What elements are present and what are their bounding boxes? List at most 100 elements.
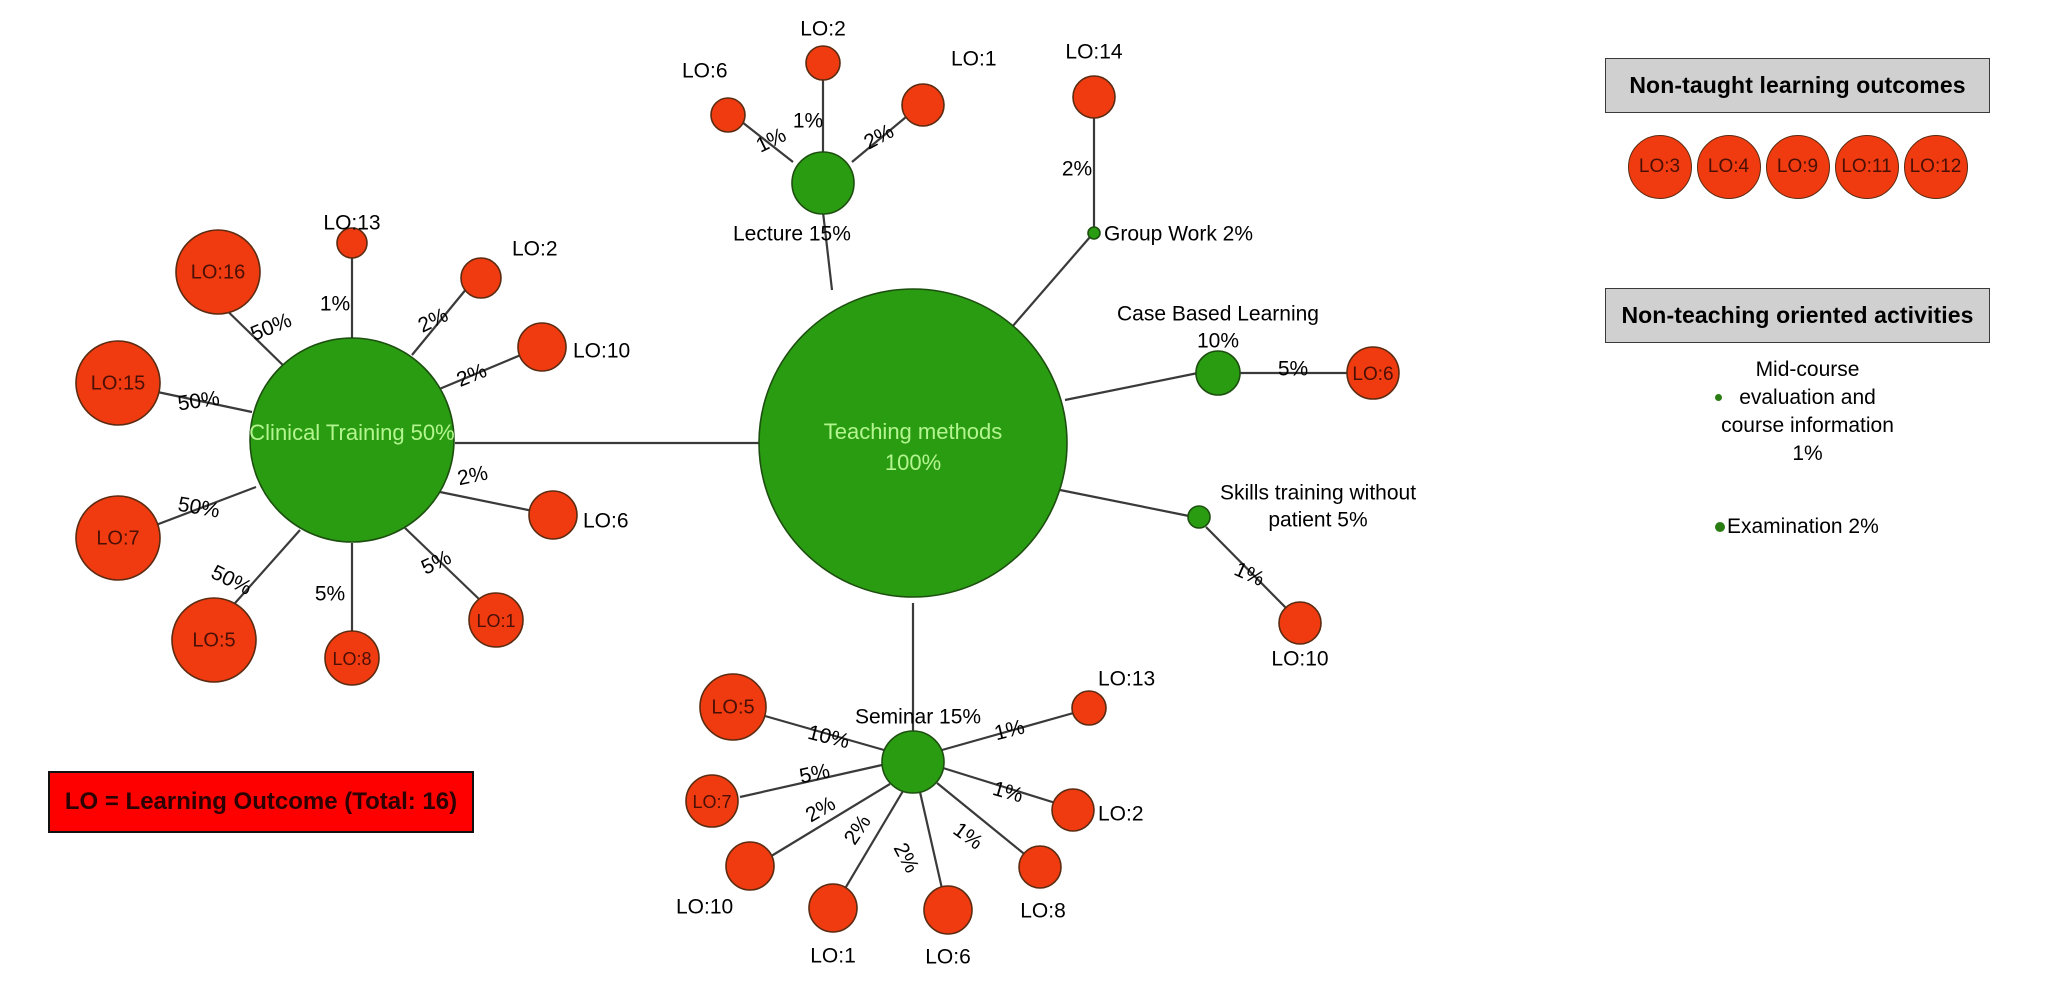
edge-seminar-lo1 (842, 790, 904, 893)
node-lo14-groupwork[interactable] (1072, 75, 1116, 119)
node-lo16-clinical[interactable] (175, 229, 261, 315)
edge-seminar-lo7 (739, 763, 883, 799)
node-lo7-clinical[interactable] (75, 495, 161, 581)
pct-clinical-lo13: 1% (320, 293, 350, 316)
label-seminar: Seminar 15% (855, 706, 981, 729)
node-lo15-clinical[interactable] (75, 340, 161, 426)
learning-outcome-key-label: LO = Learning Outcome (Total: 16) (64, 788, 458, 815)
lo-chip-3[interactable]: LO:3 (1627, 135, 1692, 199)
node-lo1-seminar[interactable] (808, 883, 858, 933)
label-lo2-clinical-outer: LO:2 (512, 238, 558, 261)
edge-clinical-lo7 (147, 485, 257, 530)
label-teaching-methods-line2: 100% (885, 450, 941, 475)
node-lo10-seminar[interactable] (725, 841, 775, 891)
edge-teaching-cbl (1064, 371, 1199, 402)
edge-group-seminar (739, 710, 1078, 894)
node-clinical-training[interactable] (249, 337, 455, 543)
pct-seminar-lo10: 2% (802, 792, 840, 827)
node-lo10-clinical[interactable] (517, 322, 567, 372)
edge-seminar-lo10 (767, 783, 891, 859)
node-lo5-seminar[interactable] (699, 673, 767, 741)
node-lo8-clinical[interactable] (324, 630, 380, 686)
edge-seminar-lo2 (942, 766, 1063, 807)
node-lo8-seminar[interactable] (1018, 845, 1062, 889)
node-lo6-seminar[interactable] (923, 885, 973, 935)
edge-teaching-lecture (821, 211, 834, 291)
label-lo6-lecture-outer: LO:6 (682, 60, 728, 83)
edge-group-others (1092, 110, 1347, 613)
activity-mid-course[interactable]: Mid-course evaluation and course informa… (1605, 356, 1990, 468)
label-lo6-seminar-outer: LO:6 (925, 946, 971, 969)
node-case-based-learning[interactable] (1195, 350, 1241, 396)
label-lo2-seminar-outer: LO:2 (1098, 803, 1144, 826)
pct-skills-lo10: 1% (1231, 558, 1268, 591)
node-lo2-clinical[interactable] (460, 257, 502, 299)
node-lo6-clinical[interactable] (528, 490, 578, 540)
node-lo13-clinical[interactable] (336, 227, 368, 259)
label-lo1-clinical: LO:1 (476, 611, 515, 631)
node-lo1-lecture[interactable] (901, 83, 945, 127)
lo-chip-12[interactable]: LO:12 (1903, 135, 1968, 199)
node-lo6-cbl[interactable] (1346, 346, 1400, 400)
legend-non-taught-panel: Non-taught learning outcomes LO:3 LO:4 L… (1605, 58, 1990, 199)
label-lo1-seminar-outer: LO:1 (810, 945, 856, 968)
label-skills-training-line2: patient 5% (1268, 509, 1367, 532)
node-lo7-seminar[interactable] (685, 774, 739, 828)
lo-chip-4[interactable]: LO:4 (1696, 135, 1761, 199)
node-lo6-lecture[interactable] (710, 97, 746, 133)
node-lo1-clinical[interactable] (468, 592, 524, 648)
label-lo13-seminar-outer: LO:13 (1098, 668, 1155, 691)
edge-lecture-lo6 (741, 121, 794, 163)
mid-course-text: Mid-course evaluation and course informa… (1605, 356, 1990, 468)
pct-seminar-lo7: 5% (797, 760, 831, 789)
mid-course-line2: evaluation and (1739, 385, 1876, 409)
pct-groupwork-lo14: 2% (1062, 158, 1092, 181)
legend-non-teaching-header: Non-teaching oriented activities (1605, 288, 1990, 343)
label-skills-training-line1: Skills training without (1220, 482, 1416, 505)
edge-seminar-lo6 (918, 791, 945, 894)
edge-seminar-lo5 (764, 714, 885, 752)
node-lo10-skills[interactable] (1278, 601, 1322, 645)
pct-clinical-lo6: 2% (455, 462, 489, 491)
pct-lecture-lo6: 1% (753, 123, 790, 157)
label-teaching-methods-line1: Teaching methods (824, 419, 1003, 444)
pct-seminar-lo1: 2% (840, 811, 876, 849)
pct-clinical-lo7: 50% (176, 493, 221, 523)
pct-seminar-lo2: 1% (990, 777, 1026, 807)
node-skills-training[interactable] (1187, 505, 1211, 529)
label-lo10-clinical-outer: LO:10 (573, 340, 630, 363)
edge-group-lecture (741, 76, 913, 163)
lo-chip-9[interactable]: LO:9 (1765, 135, 1830, 199)
node-group-work[interactable] (1087, 226, 1101, 240)
node-lo2-lecture[interactable] (805, 45, 841, 81)
pct-clinical-lo15: 50% (176, 387, 221, 416)
mid-course-dot-icon (1715, 394, 1722, 401)
pct-seminar-lo13: 1% (992, 716, 1027, 746)
label-lo8-clinical: LO:8 (332, 649, 371, 669)
node-seminar[interactable] (881, 730, 945, 794)
edge-group-main (455, 211, 1199, 733)
pct-seminar-lo8: 1% (949, 818, 987, 854)
edge-seminar-lo8 (936, 782, 1029, 858)
node-lo13-seminar[interactable] (1071, 690, 1107, 726)
lo-chip-11[interactable]: LO:11 (1834, 135, 1899, 199)
activity-examination[interactable]: Examination 2% (1605, 515, 1990, 539)
edge-skills-lo10 (1205, 526, 1291, 613)
node-lo2-seminar[interactable] (1051, 788, 1095, 832)
label-case-based-learning-line1: Case Based Learning (1117, 303, 1319, 326)
learning-outcome-key: LO = Learning Outcome (Total: 16) (48, 771, 474, 833)
edge-teaching-groupwork (1004, 236, 1091, 336)
node-teaching-methods[interactable] (758, 288, 1068, 598)
label-lo13-clinical-outer: LO:13 (323, 212, 380, 235)
node-lecture[interactable] (791, 151, 855, 215)
pct-clinical-lo10: 2% (453, 359, 490, 392)
label-group-work: Group Work 2% (1104, 223, 1253, 246)
pct-clinical-lo2: 2% (415, 303, 452, 337)
label-case-based-learning-line2: 10% (1197, 330, 1239, 353)
edge-clinical-lo15 (147, 388, 253, 414)
label-lo7-clinical: LO:7 (96, 527, 139, 549)
examination-dot-icon (1715, 522, 1725, 532)
node-lo5-clinical[interactable] (171, 597, 257, 683)
